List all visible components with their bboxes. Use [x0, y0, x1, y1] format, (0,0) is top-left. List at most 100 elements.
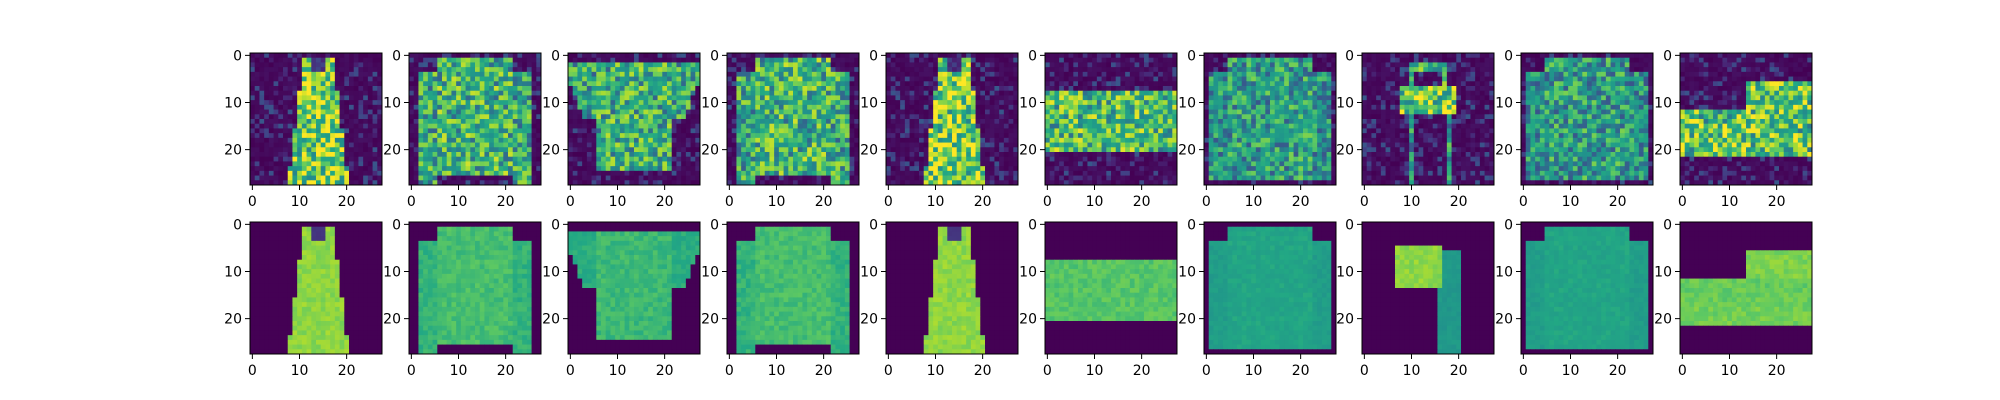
y-tick-label: 10: [1019, 96, 1037, 112]
x-tick-label: 0: [725, 194, 734, 210]
x-tick-label: 0: [1043, 194, 1052, 210]
y-tick-label: 20: [1178, 143, 1196, 159]
y-tick-label: 10: [224, 96, 242, 112]
y-tick-label: 0: [1345, 217, 1354, 233]
x-tick-label: 0: [1043, 363, 1052, 379]
y-tick-label: 0: [1663, 217, 1672, 233]
noisy-image-panel: 0 0 10 10 20 20: [860, 48, 1019, 210]
y-tick-label: 20: [860, 143, 878, 159]
y-tick-label: 10: [224, 265, 242, 281]
y-tick-label: 0: [233, 217, 242, 233]
x-tick-label: 10: [1245, 363, 1263, 379]
y-tick-label: 10: [1019, 265, 1037, 281]
x-tick-label: 20: [338, 194, 356, 210]
x-tick-label: 20: [656, 363, 674, 379]
denoised-image-panel: 0 0 10 10 20 20: [860, 217, 1019, 379]
y-tick-label: 20: [1019, 143, 1037, 159]
noisy-image-panel: 0 0 10 10 20 20: [224, 48, 383, 210]
noisy-image-panel: 0 0 10 10 20 20: [542, 48, 701, 210]
y-tick-label: 0: [551, 48, 560, 64]
x-tick-label: 10: [1721, 194, 1739, 210]
y-tick-label: 10: [542, 96, 560, 112]
y-tick-label: 0: [869, 217, 878, 233]
y-tick-label: 20: [1495, 312, 1513, 328]
x-tick-label: 20: [497, 363, 515, 379]
y-tick-label: 10: [701, 265, 719, 281]
x-tick-label: 10: [1562, 363, 1580, 379]
x-tick-label: 20: [974, 363, 992, 379]
x-tick-label: 10: [291, 194, 309, 210]
x-tick-label: 20: [815, 194, 833, 210]
x-tick-label: 20: [974, 194, 992, 210]
noisy-image-panel: 0 0 10 10 20 20: [383, 48, 542, 210]
y-tick-label: 0: [392, 217, 401, 233]
x-tick-label: 20: [338, 363, 356, 379]
denoised-image-panel: 0 0 10 10 20 20: [701, 217, 860, 379]
y-tick-label: 0: [1028, 48, 1037, 64]
denoised-image-panel: 0 0 10 10 20 20: [383, 217, 542, 379]
x-tick-label: 20: [1133, 194, 1151, 210]
y-tick-label: 10: [383, 265, 401, 281]
y-tick-label: 0: [233, 48, 242, 64]
x-tick-label: 0: [884, 363, 893, 379]
x-tick-label: 10: [768, 194, 786, 210]
y-tick-label: 20: [1654, 312, 1672, 328]
denoised-image-panel: 0 0 10 10 20 20: [1019, 217, 1178, 379]
x-tick-label: 0: [566, 194, 575, 210]
y-tick-label: 20: [1019, 312, 1037, 328]
x-tick-label: 10: [1086, 363, 1104, 379]
y-tick-label: 20: [1336, 312, 1354, 328]
x-tick-label: 0: [1360, 363, 1369, 379]
x-tick-label: 20: [1450, 363, 1468, 379]
y-tick-label: 20: [1654, 143, 1672, 159]
y-tick-label: 10: [1178, 265, 1196, 281]
x-tick-label: 0: [407, 363, 416, 379]
y-tick-label: 10: [701, 96, 719, 112]
denoised-image-panel: 0 0 10 10 20 20: [1178, 217, 1337, 379]
noisy-image-panel: 0 0 10 10 20 20: [701, 48, 860, 210]
noisy-image-panel: 0 0 10 10 20 20: [1654, 48, 1813, 210]
y-tick-label: 0: [392, 48, 401, 64]
y-tick-label: 10: [860, 265, 878, 281]
denoised-image-panel: 0 0 10 10 20 20: [224, 217, 383, 379]
denoised-image-panel: 0 0 10 10 20 20: [542, 217, 701, 379]
x-tick-label: 0: [884, 194, 893, 210]
x-tick-label: 0: [1360, 194, 1369, 210]
x-tick-label: 10: [609, 194, 627, 210]
y-tick-label: 20: [1495, 143, 1513, 159]
y-tick-label: 10: [1495, 265, 1513, 281]
y-tick-label: 0: [551, 217, 560, 233]
x-tick-label: 20: [497, 194, 515, 210]
x-tick-label: 0: [1202, 194, 1211, 210]
y-tick-label: 20: [383, 143, 401, 159]
y-tick-label: 10: [1654, 265, 1672, 281]
y-tick-label: 0: [1187, 48, 1196, 64]
x-tick-label: 20: [1133, 363, 1151, 379]
x-tick-label: 10: [609, 363, 627, 379]
denoised-image-panel: 0 0 10 10 20 20: [1336, 217, 1495, 379]
noisy-image-panel: 0 0 10 10 20 20: [1019, 48, 1178, 210]
y-tick-label: 0: [1187, 217, 1196, 233]
x-tick-label: 0: [248, 194, 257, 210]
x-tick-label: 10: [450, 194, 468, 210]
x-tick-label: 10: [768, 363, 786, 379]
y-tick-label: 20: [383, 312, 401, 328]
x-tick-label: 10: [1086, 194, 1104, 210]
y-tick-label: 10: [860, 96, 878, 112]
y-tick-label: 20: [701, 312, 719, 328]
y-tick-label: 0: [1345, 48, 1354, 64]
y-tick-label: 0: [1504, 48, 1513, 64]
x-tick-label: 20: [815, 363, 833, 379]
x-tick-label: 0: [1519, 194, 1528, 210]
x-tick-label: 10: [1403, 194, 1421, 210]
x-tick-label: 10: [291, 363, 309, 379]
y-tick-label: 0: [710, 217, 719, 233]
y-tick-label: 0: [1028, 217, 1037, 233]
y-tick-label: 20: [860, 312, 878, 328]
x-tick-label: 20: [656, 194, 674, 210]
y-tick-label: 20: [1178, 312, 1196, 328]
noisy-image-panel: 0 0 10 10 20 20: [1495, 48, 1654, 210]
x-tick-label: 0: [1519, 363, 1528, 379]
x-tick-label: 0: [1678, 363, 1687, 379]
